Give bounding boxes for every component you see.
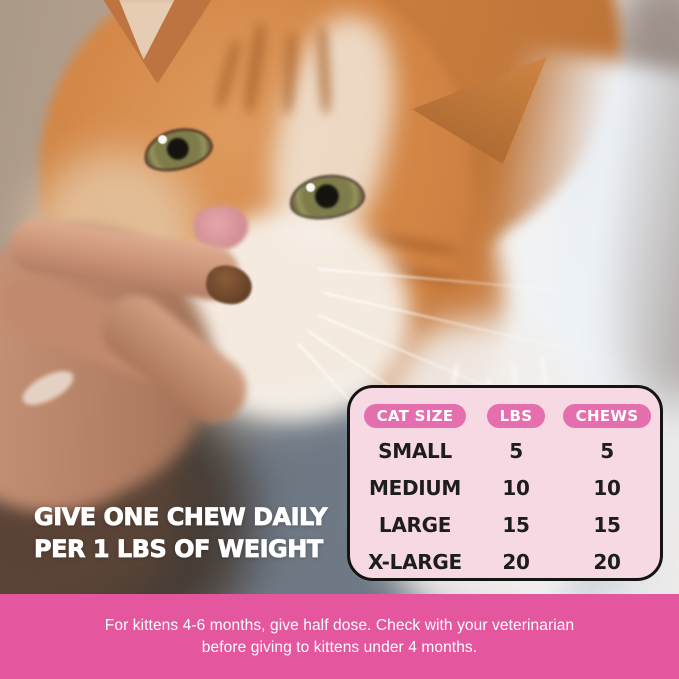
table-cell-chews: 10 (593, 475, 621, 500)
table-cell-size: MEDIUM (369, 475, 461, 500)
table-cell-lbs: 5 (509, 438, 523, 463)
eye-highlight (306, 183, 315, 192)
table-cell-chews: 5 (600, 438, 614, 463)
table-cell-lbs: 10 (502, 475, 530, 500)
table-cell-size: X-LARGE (368, 549, 462, 574)
dosage-heading: GIVE ONE CHEW DAILY PER 1 LBS OF WEIGHT (34, 501, 328, 565)
table-cell-size: LARGE (378, 512, 452, 537)
table-cell-chews: 20 (593, 549, 621, 574)
table-cell-lbs: 15 (502, 512, 530, 537)
dosage-heading-line2: PER 1 LBS OF WEIGHT (34, 535, 324, 564)
table-cell-chews: 15 (593, 512, 621, 537)
table-cell-lbs: 20 (502, 549, 530, 574)
kitten-note-line1: For kittens 4-6 months, give half dose. … (104, 616, 575, 634)
kitten-note-line2: before giving to kittens under 4 months. (201, 638, 478, 656)
table-header-chews: CHEWS (562, 404, 652, 428)
kitten-dosage-note-bar: For kittens 4-6 months, give half dose. … (0, 594, 679, 679)
cat-feeding-photo (0, 0, 679, 594)
table-header-lbs: LBS (486, 404, 546, 428)
table-header-cat-size: CAT SIZE (363, 404, 467, 428)
eye-highlight (158, 135, 167, 144)
dosage-heading-line1: GIVE ONE CHEW DAILY (34, 503, 328, 532)
header-pill: CAT SIZE (363, 404, 467, 428)
header-pill: CHEWS (562, 404, 652, 428)
table-cell-size: SMALL (378, 438, 452, 463)
dosage-table: CAT SIZE LBS CHEWS SMALL 5 5 MEDIUM 10 1… (347, 385, 663, 581)
header-pill: LBS (486, 404, 546, 428)
